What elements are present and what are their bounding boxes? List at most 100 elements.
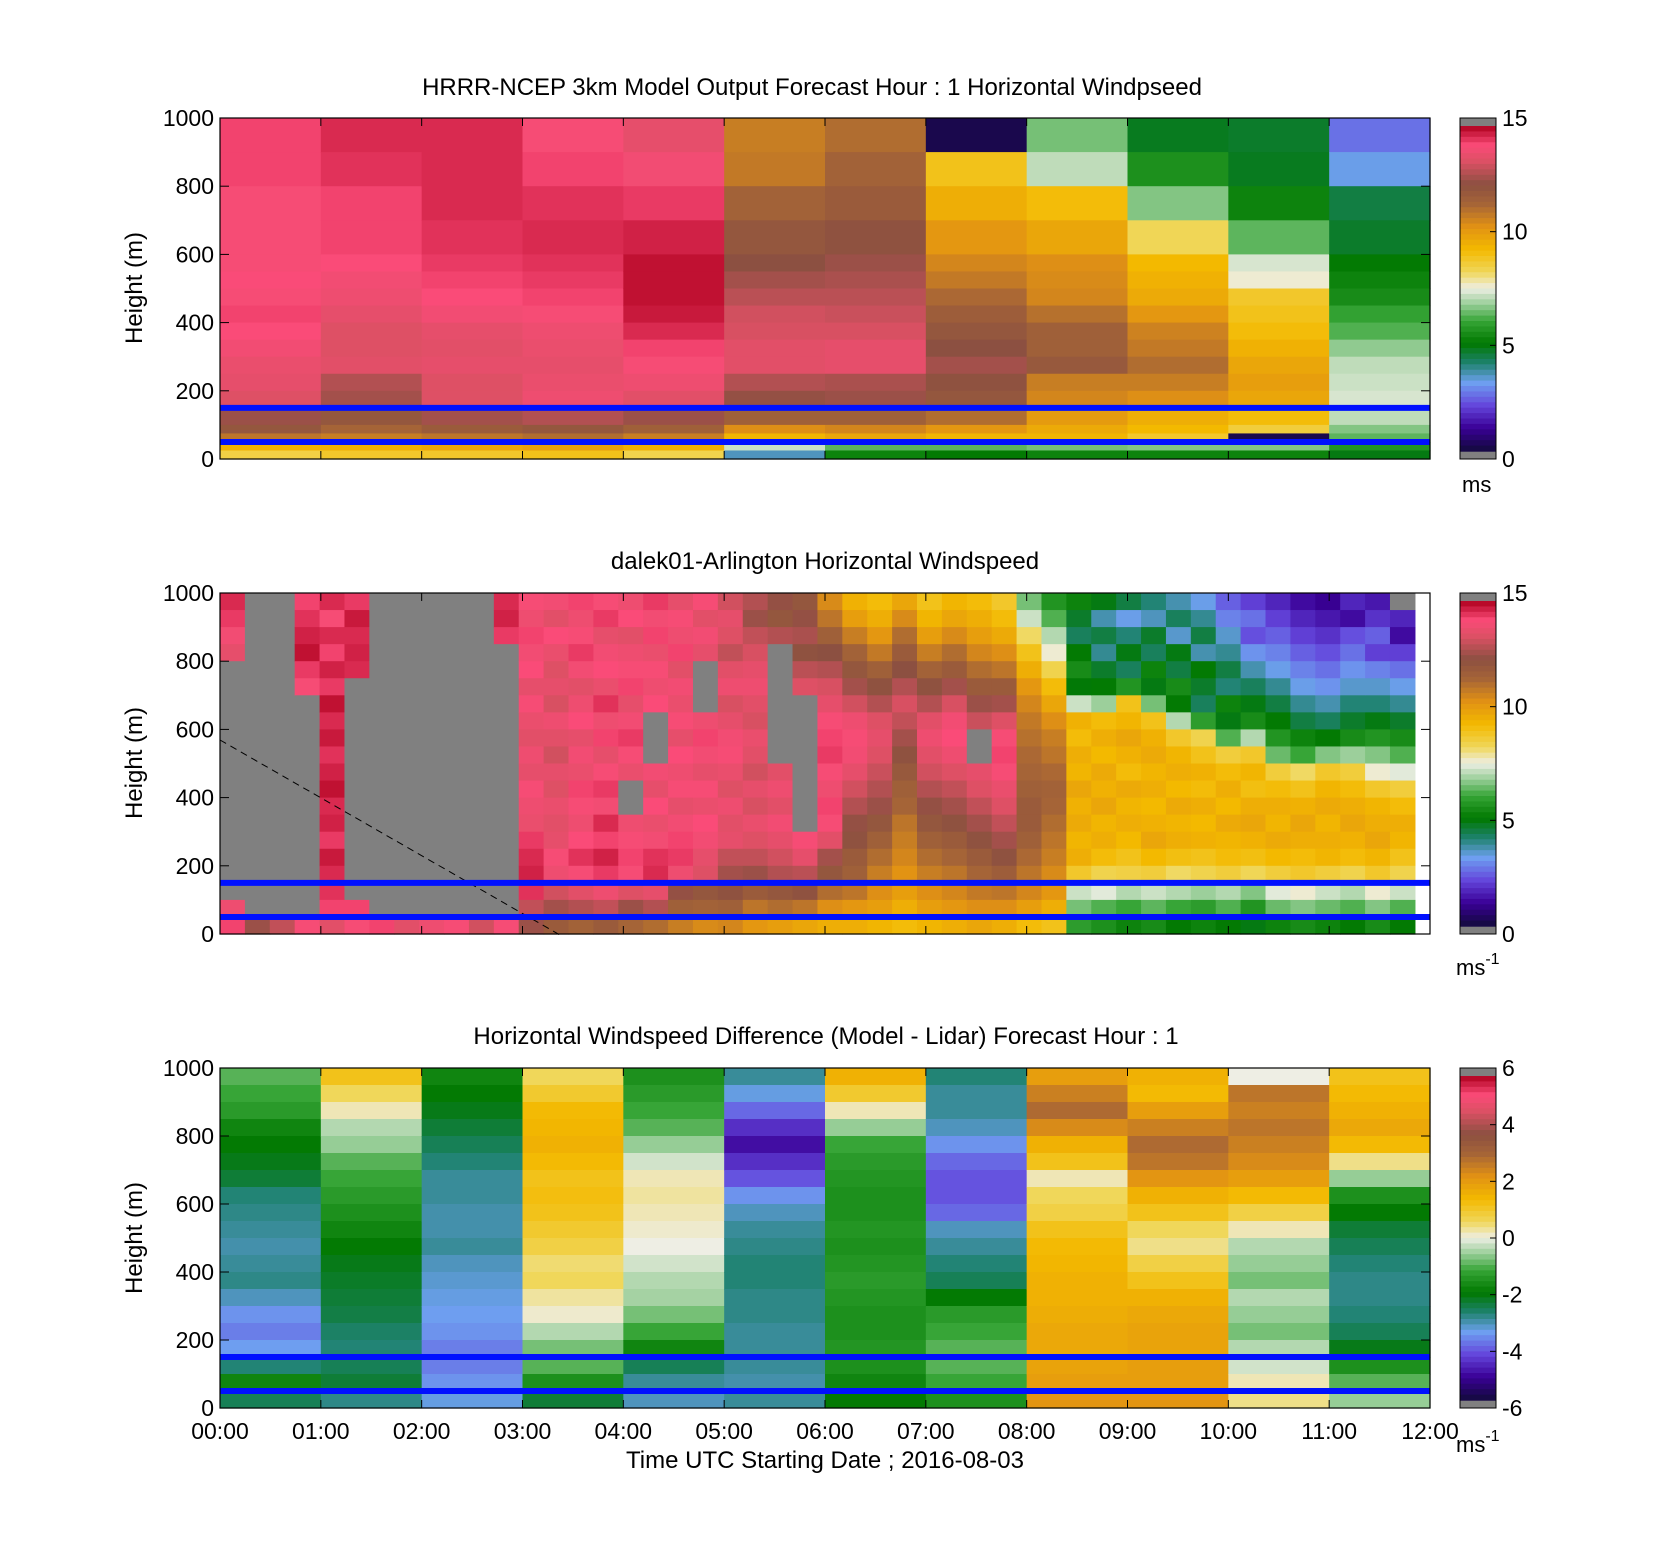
heatmap-cell <box>1240 746 1267 765</box>
heatmap-cell <box>941 899 968 918</box>
heatmap-cell <box>618 916 644 935</box>
heatmap-cell <box>966 746 993 765</box>
heatmap-cell <box>917 661 943 679</box>
y-tick-label: 200 <box>176 378 214 404</box>
heatmap-cell <box>1016 678 1043 696</box>
heatmap-cell <box>925 1289 1028 1307</box>
heatmap-cell <box>1340 746 1366 765</box>
heatmap-cell <box>369 848 395 867</box>
heatmap-cell <box>294 627 321 645</box>
heatmap-cell <box>444 678 470 696</box>
heatmap-cell <box>1066 661 1092 679</box>
heatmap-cell <box>1041 831 1067 850</box>
heatmap-cell <box>518 746 545 765</box>
colorbar-swatch <box>1460 413 1496 420</box>
heatmap-cell <box>717 644 744 662</box>
colorbar-swatch <box>1460 380 1496 387</box>
heatmap-cell <box>643 746 669 765</box>
heatmap-cell <box>792 695 819 713</box>
heatmap-cell <box>1290 644 1316 662</box>
panel-model-heatmap <box>220 118 1431 460</box>
heatmap-cell <box>925 1374 1028 1392</box>
colorbar-swatch <box>1460 256 1496 263</box>
heatmap-cell <box>917 627 943 645</box>
heatmap-cell <box>1026 441 1129 452</box>
heatmap-cell <box>1315 746 1341 765</box>
heatmap-cell <box>892 627 918 645</box>
colorbar-swatch <box>1460 893 1496 900</box>
heatmap-cell <box>220 1221 322 1239</box>
colorbar-swatch <box>1460 1200 1496 1207</box>
heatmap-cell <box>1141 627 1167 645</box>
colorbar-swatch <box>1460 440 1496 447</box>
heatmap-cell <box>394 729 420 748</box>
heatmap-cell <box>320 390 423 409</box>
colorbar-swatch <box>1460 1335 1496 1342</box>
heatmap-cell <box>369 797 395 816</box>
colorbar-swatch <box>1460 445 1496 452</box>
heatmap-cell <box>522 1221 624 1239</box>
heatmap-cell <box>1215 593 1242 611</box>
colorbar-swatch <box>1460 348 1496 355</box>
panel-difference-colorbar-unit-sup: -1 <box>1485 1428 1499 1445</box>
heatmap-cell <box>1066 678 1092 696</box>
heatmap-cell <box>1290 865 1316 884</box>
colorbar-swatch <box>1460 1281 1496 1288</box>
colorbar-swatch <box>1460 1140 1496 1147</box>
heatmap-cell <box>623 118 725 153</box>
heatmap-cell <box>319 865 346 884</box>
heatmap-cell <box>294 814 321 833</box>
heatmap-cell <box>244 627 271 645</box>
heatmap-cell <box>522 424 624 435</box>
heatmap-cell <box>941 627 968 645</box>
colorbar-swatch <box>1460 163 1496 171</box>
heatmap-cell <box>1340 763 1366 782</box>
heatmap-cell <box>618 695 644 713</box>
heatmap-cell <box>1026 254 1129 273</box>
heatmap-cell <box>593 627 619 645</box>
heatmap-cell <box>1190 712 1217 730</box>
heatmap-cell <box>724 1204 826 1222</box>
heatmap-cell <box>623 424 725 435</box>
heatmap-cell <box>1240 678 1267 696</box>
heatmap-cell <box>1190 593 1217 611</box>
heatmap-cell <box>421 288 524 307</box>
heatmap-cell <box>220 1153 322 1171</box>
panel-difference-x-ticks: 00:00 01:00 02:00 03:00 04:00 05:00 06:00 07:00… <box>191 1068 1459 1444</box>
heatmap-cell <box>419 661 445 679</box>
heatmap-cell <box>593 899 619 918</box>
heatmap-cell <box>1329 339 1431 358</box>
heatmap-cell <box>320 1323 423 1341</box>
heatmap-cell <box>1116 729 1142 748</box>
heatmap-cell <box>867 865 893 884</box>
heatmap-cell <box>1290 899 1316 918</box>
heatmap-cell <box>294 882 321 901</box>
heatmap-cell <box>1041 627 1067 645</box>
heatmap-cell <box>320 152 423 187</box>
heatmap-cell <box>394 814 420 833</box>
heatmap-cell <box>220 1068 322 1086</box>
heatmap-cell <box>294 610 321 628</box>
heatmap-cell <box>692 780 719 799</box>
heatmap-cell <box>742 899 769 918</box>
colorbar-swatch <box>1460 1265 1496 1272</box>
heatmap-cell <box>817 763 843 782</box>
heatmap-cell <box>1365 746 1391 765</box>
colorbar-swatch <box>1460 768 1496 776</box>
heatmap-cell <box>724 1153 826 1171</box>
heatmap-cell <box>344 831 370 850</box>
heatmap-cell <box>220 780 246 799</box>
heatmap-cell <box>522 1187 624 1205</box>
panel-difference-xlabel: Time UTC Starting Date ; 2016-08-03 <box>626 1447 1024 1474</box>
colorbar-tick-label: 0 <box>1502 921 1515 947</box>
heatmap-cell <box>1329 441 1431 452</box>
heatmap-cell <box>724 1272 826 1290</box>
heatmap-cell <box>925 118 1028 153</box>
heatmap-cell <box>493 661 520 679</box>
heatmap-cell <box>269 678 296 696</box>
heatmap-cell <box>1240 899 1267 918</box>
colorbar-swatch <box>1460 1286 1496 1293</box>
heatmap-cell <box>220 882 246 901</box>
heatmap-cell <box>724 339 826 358</box>
